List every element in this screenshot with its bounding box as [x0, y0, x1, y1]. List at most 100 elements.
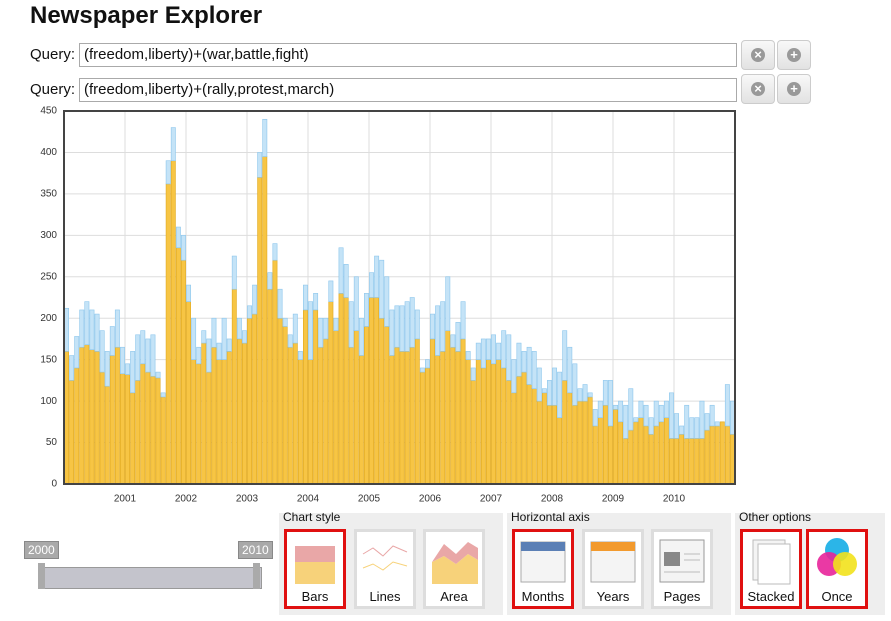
- x-tick-label: 2003: [236, 494, 259, 505]
- bar: [323, 338, 329, 485]
- bar: [730, 400, 735, 435]
- icon: [362, 545, 408, 571]
- bar: [582, 384, 588, 402]
- bar: [562, 330, 568, 381]
- option[interactable]: Pages: [651, 529, 713, 609]
- bar: [536, 400, 542, 485]
- bar: [724, 425, 730, 485]
- bar: [516, 342, 522, 377]
- bar: [165, 160, 171, 185]
- option[interactable]: Bars: [284, 529, 346, 609]
- bar: [547, 404, 552, 485]
- bar: [353, 276, 359, 331]
- bar: [486, 338, 491, 360]
- option[interactable]: Lines: [354, 529, 416, 609]
- bar: [663, 417, 669, 485]
- slider-track[interactable]: [40, 567, 262, 589]
- bar: [328, 301, 334, 485]
- bar: [511, 359, 517, 394]
- bar: [613, 404, 618, 410]
- query-input[interactable]: (freedom,liberty)+(rally,protest,march): [79, 78, 737, 102]
- bar: [338, 293, 344, 485]
- bar: [730, 433, 735, 485]
- bar: [292, 342, 298, 485]
- remove-button[interactable]: ×: [741, 40, 775, 70]
- bar: [125, 374, 130, 485]
- add-button[interactable]: +: [777, 40, 811, 70]
- bar: [191, 317, 197, 360]
- bar: [643, 404, 649, 427]
- bar: [170, 160, 176, 485]
- y-tick-label: 100: [40, 396, 57, 407]
- bar: [547, 380, 552, 406]
- option[interactable]: Once: [806, 529, 868, 609]
- bar: [333, 317, 339, 331]
- bar: [231, 255, 237, 290]
- bar: [160, 396, 166, 485]
- bar: [531, 351, 537, 389]
- bar: [155, 377, 161, 485]
- bar: [653, 400, 659, 427]
- bar: [338, 247, 344, 294]
- bar: [211, 346, 217, 485]
- bar: [557, 417, 563, 485]
- option[interactable]: Years: [582, 529, 644, 609]
- slider-end[interactable]: 2010: [238, 541, 273, 559]
- bar: [226, 351, 232, 485]
- bar: [267, 272, 273, 290]
- bar: [201, 330, 207, 344]
- bar: [633, 417, 639, 423]
- bar: [541, 392, 547, 485]
- bar: [435, 305, 441, 356]
- query-input[interactable]: (freedom,liberty)+(war,battle,fight): [79, 43, 737, 67]
- bar: [592, 409, 598, 427]
- bar: [430, 338, 435, 485]
- bar: [648, 417, 654, 435]
- bar: [170, 127, 176, 162]
- x-tick-label: 2008: [541, 494, 564, 505]
- option[interactable]: Months: [512, 529, 574, 609]
- option[interactable]: Area: [423, 529, 485, 609]
- slider-handle[interactable]: [253, 563, 260, 589]
- bar: [409, 297, 415, 348]
- bar: [465, 359, 471, 485]
- bar: [567, 346, 573, 394]
- bar: [658, 404, 664, 423]
- bar: [257, 152, 263, 178]
- bar: [94, 351, 100, 485]
- bar: [633, 421, 639, 485]
- add-button[interactable]: +: [777, 74, 811, 104]
- bar: [242, 330, 247, 344]
- bar: [506, 380, 512, 485]
- slider-handle[interactable]: [38, 563, 45, 589]
- option[interactable]: Stacked: [740, 529, 802, 609]
- bar: [104, 351, 110, 387]
- bar: [409, 346, 415, 485]
- slider-start[interactable]: 2000: [24, 541, 59, 559]
- bar: [531, 388, 537, 485]
- bar: [165, 183, 171, 485]
- y-tick-label: 250: [40, 271, 57, 282]
- bar: [206, 371, 212, 485]
- chart-style-panel: Chart style Bars Lines Area: [279, 510, 503, 615]
- bar: [150, 375, 156, 485]
- y-tick-label: 350: [40, 189, 57, 200]
- bar: [297, 359, 303, 485]
- query-label: Query:: [30, 81, 76, 98]
- bar: [236, 338, 242, 485]
- bar: [150, 334, 156, 377]
- bar: [389, 355, 395, 485]
- axis-panel: Horizontal axis Months Years Pages: [507, 510, 731, 615]
- option-label: Years: [596, 589, 630, 604]
- bar: [175, 247, 181, 485]
- y-tick-label: 0: [51, 479, 57, 490]
- bar: [455, 351, 461, 485]
- bar: [399, 305, 405, 352]
- remove-button[interactable]: ×: [741, 74, 775, 104]
- bar: [460, 301, 466, 340]
- bar: [318, 346, 324, 485]
- bar: [684, 438, 690, 485]
- plot-area: [64, 111, 735, 484]
- bar: [679, 433, 685, 485]
- plot-border: [63, 110, 736, 485]
